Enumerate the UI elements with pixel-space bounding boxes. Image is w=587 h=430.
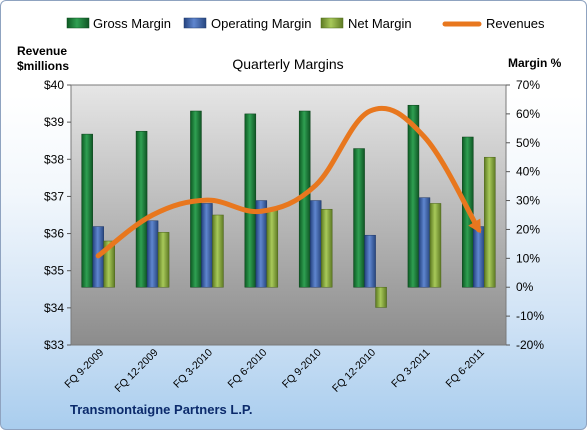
right-tick-label: 50%: [516, 136, 540, 150]
revenue-line: [95, 105, 482, 259]
company-name: Transmontaigne Partners L.P.: [70, 402, 253, 417]
category-labels: FQ 9-2009 FQ 12-2009 FQ 3-2010 FQ 6-2010 FQ …: [62, 347, 487, 395]
category-label: FQ 3-2010: [171, 347, 215, 391]
net-margin-bar: [484, 156, 496, 288]
legend-label-revenues: Revenues: [486, 16, 545, 31]
legend-item-net-margin: Net Margin: [320, 16, 412, 31]
revenue-line-arrowhead: [468, 218, 481, 234]
legend: Gross Margin Operating Margin Net Margin…: [66, 16, 545, 31]
right-tick-label: -20%: [516, 338, 544, 352]
left-tick-label: $39: [44, 115, 64, 129]
net-margin-bar: [212, 214, 224, 288]
operating-margin-bar: [309, 200, 322, 288]
category-label: FQ 9-2010: [280, 347, 324, 391]
net-margin-bar: [157, 232, 170, 288]
revenue-line-group: [95, 105, 482, 259]
operating-margin-bar: [473, 226, 485, 288]
operating-margin-bar: [201, 203, 213, 288]
operating-margin-bar: [418, 197, 431, 288]
left-axis-title-line2: $millions: [17, 59, 69, 73]
left-tick-label: $36: [44, 227, 64, 241]
category-label: FQ 12-2009: [113, 347, 161, 395]
left-tick-label: $34: [44, 301, 64, 315]
left-tick-label: $38: [44, 152, 64, 166]
operating-margin-bar: [146, 220, 159, 288]
left-tick-label: $35: [44, 264, 64, 278]
left-tick-label: $37: [44, 189, 64, 203]
category-label: FQ 6-2010: [225, 347, 269, 391]
right-tick-label: -10%: [516, 309, 544, 323]
right-tick-label: 10%: [516, 251, 540, 265]
net-margin-bar: [103, 240, 115, 288]
net-margin-bar: [320, 208, 333, 288]
right-tick-label: 30%: [516, 194, 540, 208]
category-label: FQ 12-2010: [330, 347, 378, 395]
right-tick-label: 40%: [516, 165, 540, 179]
chart-title: Quarterly Margins: [232, 56, 343, 72]
legend-item-operating-margin: Operating Margin: [183, 16, 311, 31]
gross-margin-bar: [353, 148, 365, 288]
legend-item-revenues: Revenues: [442, 16, 545, 31]
gross-margin-bar: [244, 113, 257, 288]
left-tick-label: $40: [44, 78, 64, 92]
gross-margin-bar: [135, 130, 148, 288]
legend-item-gross-margin: Gross Margin: [66, 16, 171, 31]
category-label: FQ 6-2011: [444, 347, 488, 391]
left-tick-label: $33: [44, 338, 64, 352]
left-axis-title-line1: Revenue: [17, 44, 67, 58]
legend-label-net: Net Margin: [348, 16, 412, 31]
right-tick-label: 60%: [516, 107, 540, 121]
right-tick-label: 0%: [516, 280, 534, 294]
right-tick-label: 20%: [516, 222, 540, 236]
right-axis-ticks: -20% -10% 0% 10% 20% 30% 40% 50% 60% 70%: [506, 78, 544, 352]
net-margin-bar: [375, 286, 387, 308]
category-label: FQ 3-2011: [389, 347, 433, 391]
net-margin-bar: [429, 203, 442, 288]
right-tick-label: 70%: [516, 78, 540, 92]
category-label: FQ 9-2009: [62, 347, 106, 391]
legend-label-operating: Operating Margin: [211, 16, 311, 31]
operating-margin-bar: [364, 234, 376, 288]
gross-margin-bar: [81, 133, 93, 288]
legend-label-gross: Gross Margin: [93, 16, 171, 31]
net-margin-bar: [266, 208, 279, 288]
left-axis-ticks: $33 $34 $35 $36 $37 $38 $39 $40: [44, 78, 71, 352]
right-axis-title: Margin %: [508, 56, 562, 70]
gross-margin-bar: [407, 104, 420, 288]
